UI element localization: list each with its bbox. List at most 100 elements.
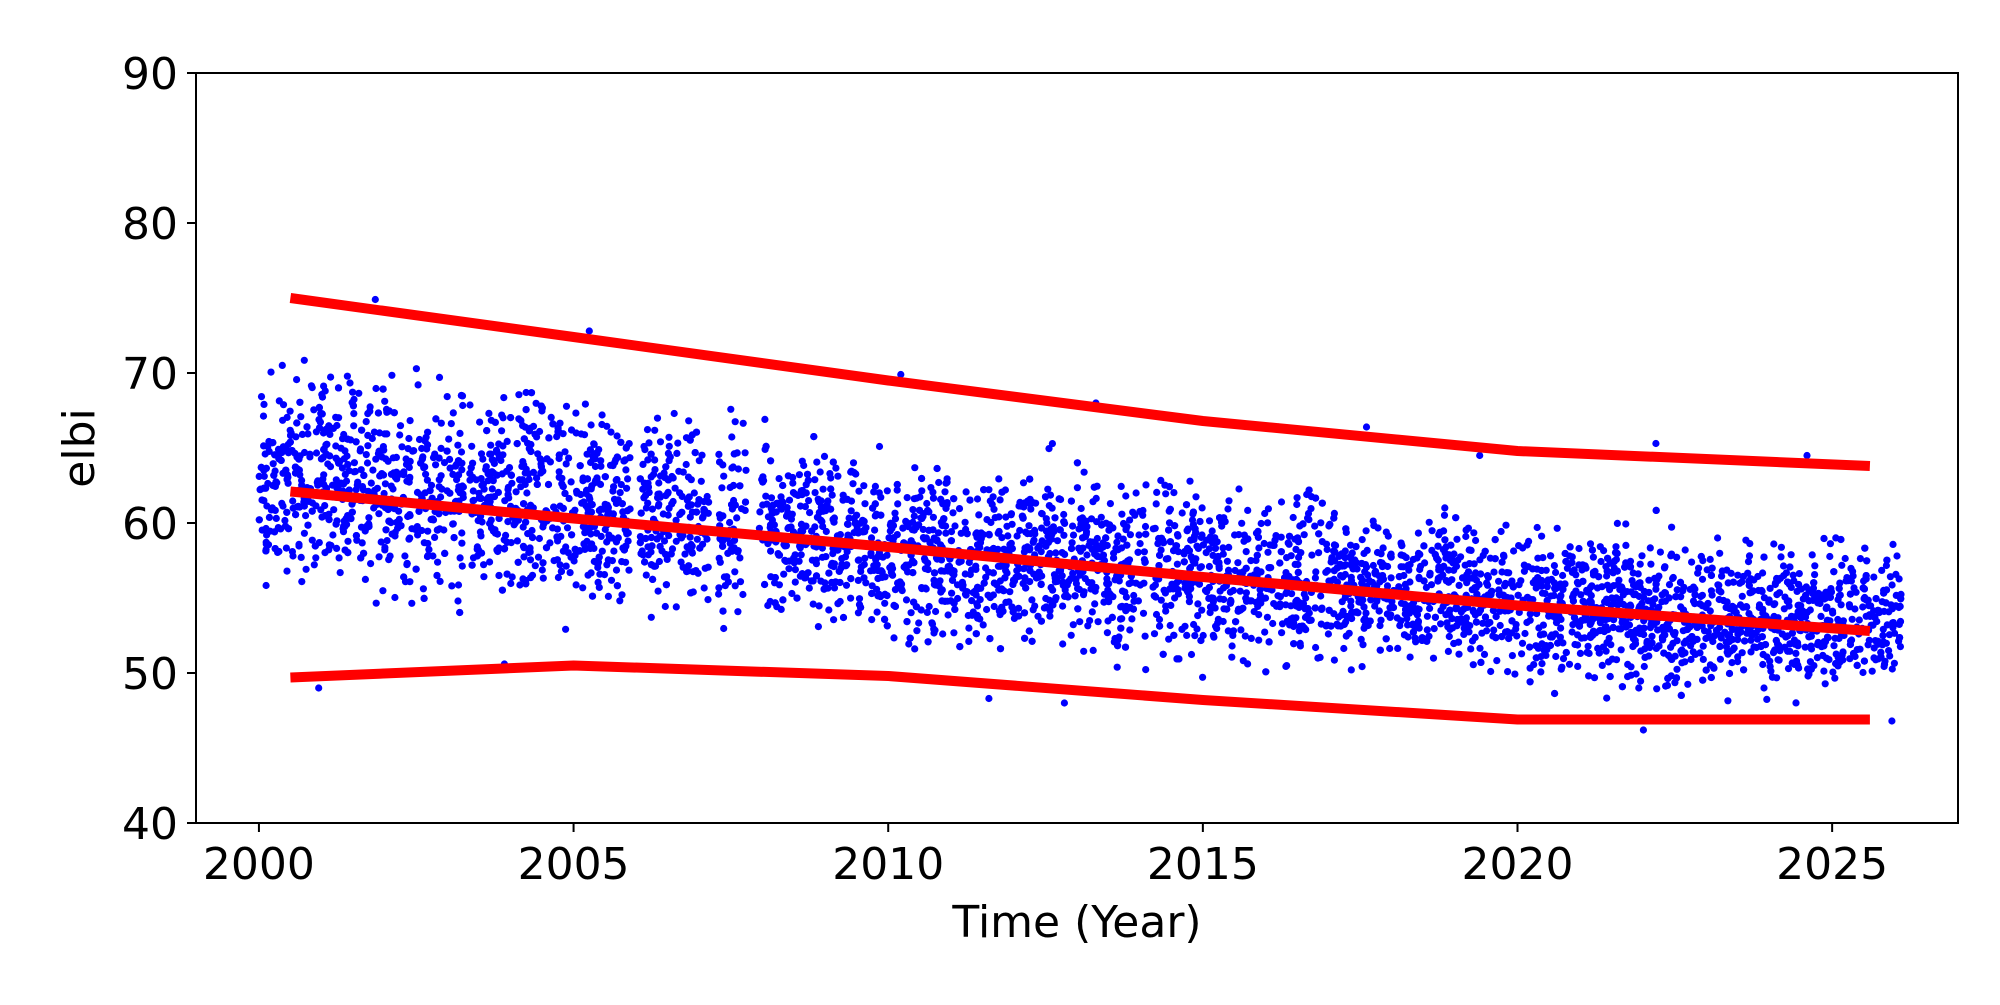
- scatter-point: [1721, 628, 1729, 636]
- scatter-point: [1430, 625, 1438, 633]
- scatter-point: [358, 539, 366, 547]
- scatter-point: [518, 476, 527, 484]
- scatter-point: [503, 467, 511, 475]
- scatter-point: [1477, 658, 1485, 667]
- scatter-point: [1784, 665, 1793, 673]
- scatter-point: [648, 505, 657, 513]
- scatter-point: [1859, 584, 1867, 592]
- scatter-point: [1348, 614, 1356, 623]
- scatter-point: [1604, 658, 1613, 666]
- scatter-point: [1863, 557, 1871, 565]
- scatter-point: [375, 447, 383, 455]
- scatter-point: [1550, 562, 1558, 570]
- scatter-point: [871, 526, 879, 534]
- scatter-point: [357, 554, 365, 562]
- scatter-point: [1215, 562, 1223, 570]
- scatter-point: [1257, 519, 1265, 528]
- scatter-point: [499, 414, 507, 422]
- scatter-point: [1618, 585, 1626, 593]
- scatter-point: [1508, 577, 1516, 585]
- scatter-point: [523, 489, 531, 497]
- scatter-point: [857, 567, 865, 576]
- scatter-point: [1461, 619, 1469, 627]
- scatter-point: [739, 419, 747, 427]
- scatter-point: [1832, 660, 1840, 668]
- scatter-point: [1084, 622, 1092, 630]
- scatter-point: [594, 563, 602, 572]
- scatter-point: [1293, 500, 1301, 509]
- scatter-point: [361, 575, 369, 584]
- scatter-point: [1093, 534, 1101, 543]
- scatter-point: [811, 489, 819, 497]
- scatter-point: [320, 382, 328, 390]
- scatter-point: [972, 630, 980, 638]
- scatter-point: [1426, 604, 1434, 613]
- scatter-point: [877, 511, 885, 519]
- scatter-point: [482, 465, 490, 473]
- scatter-point: [1260, 539, 1268, 548]
- scatter-point: [1341, 554, 1349, 562]
- scatter-point: [495, 571, 503, 580]
- scatter-point: [785, 565, 793, 573]
- scatter-point: [1142, 666, 1150, 674]
- scatter-point: [1523, 593, 1532, 601]
- scatter-point: [662, 581, 671, 589]
- scatter-point: [805, 584, 813, 592]
- scatter-point: [508, 479, 516, 487]
- scatter-point: [1724, 697, 1732, 705]
- scatter-point: [795, 471, 804, 479]
- scatter-point: [1471, 611, 1479, 619]
- scatter-point: [493, 530, 502, 538]
- scatter-point: [639, 460, 647, 468]
- scatter-point: [1069, 569, 1077, 578]
- scatter-point: [1411, 622, 1419, 631]
- scatter-point: [885, 534, 893, 542]
- scatter-point: [625, 440, 633, 448]
- scatter-point: [1360, 603, 1368, 611]
- scatter-point: [998, 488, 1006, 496]
- scatter-point: [1661, 589, 1669, 597]
- scatter-point: [491, 418, 499, 426]
- scatter-point: [639, 485, 647, 493]
- scatter-point: [1738, 592, 1746, 600]
- scatter-point: [468, 561, 476, 569]
- scatter-point: [1702, 634, 1710, 643]
- scatter-point: [257, 463, 265, 471]
- scatter-point: [796, 544, 804, 552]
- scatter-point: [1595, 573, 1603, 581]
- scatter-point: [1261, 628, 1269, 636]
- scatter-point: [974, 583, 982, 591]
- scatter-point: [1046, 549, 1054, 558]
- scatter-point: [944, 611, 952, 619]
- scatter-point: [1870, 573, 1878, 581]
- scatter-point: [797, 487, 806, 495]
- scatter-point: [1100, 598, 1108, 606]
- scatter-point: [565, 454, 573, 462]
- scatter-point: [1747, 588, 1756, 596]
- scatter-point: [1068, 539, 1076, 547]
- scatter-point: [259, 412, 268, 420]
- scatter-point: [1289, 513, 1297, 522]
- scatter-point: [1229, 627, 1238, 635]
- scatter-point: [1481, 547, 1489, 555]
- scatter-point: [607, 576, 616, 584]
- scatter-point: [580, 540, 588, 548]
- scatter-point: [919, 525, 927, 534]
- scatter-point: [432, 415, 440, 423]
- scatter-point: [269, 460, 277, 468]
- scatter-point: [1077, 520, 1085, 528]
- scatter-point: [664, 476, 673, 484]
- scatter-point: [1191, 525, 1199, 533]
- scatter-point: [1597, 557, 1605, 566]
- scatter-point: [1807, 645, 1816, 653]
- scatter-point: [1099, 551, 1107, 559]
- scatter-point: [947, 597, 955, 605]
- scatter-point: [797, 527, 805, 535]
- scatter-point: [1491, 536, 1499, 544]
- scatter-point: [679, 563, 687, 571]
- scatter-point: [704, 563, 712, 571]
- scatter-point: [1117, 482, 1125, 490]
- scatter-point: [1636, 560, 1644, 568]
- scatter-point: [1117, 624, 1125, 632]
- scatter-point: [302, 511, 310, 520]
